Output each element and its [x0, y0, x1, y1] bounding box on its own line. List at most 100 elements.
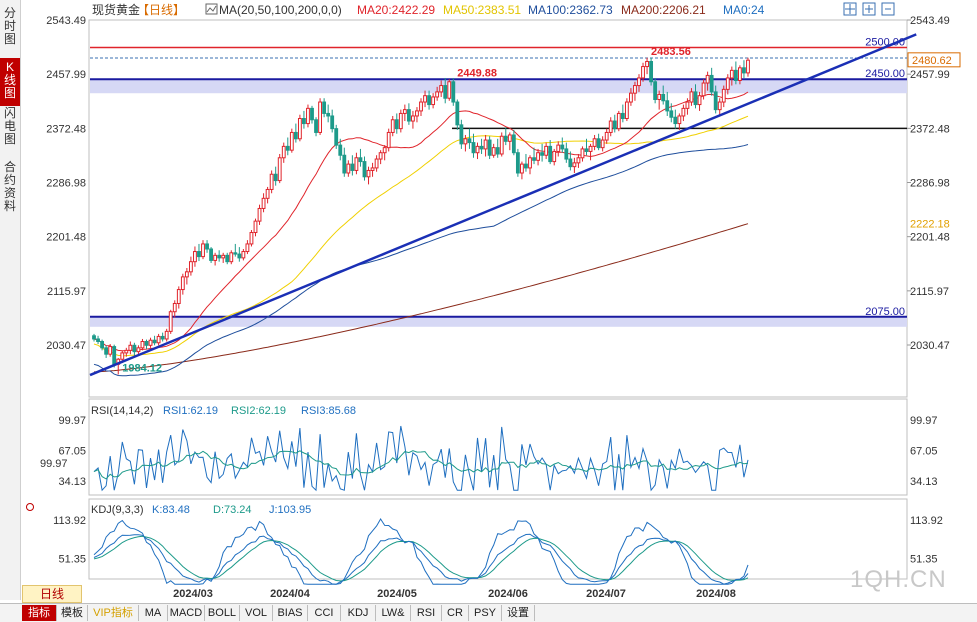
- candle-body-78: [406, 109, 411, 122]
- kdj-pane: [88, 498, 908, 580]
- rsi-y-right-2: 34.13: [910, 476, 938, 488]
- crosshair-icon[interactable]: [843, 2, 857, 16]
- price-layer: 2500.00 2450.00 2075.00 2483.56 2449.88 1984.…: [89, 33, 917, 377]
- candle-body-136: [641, 66, 645, 79]
- candle-body-69: [370, 167, 375, 171]
- toolbar-icons[interactable]: [843, 2, 895, 16]
- candle-body-121: [580, 148, 585, 159]
- y-tick-right-4: 2201.48: [910, 232, 950, 244]
- candle-body-27: [201, 243, 205, 258]
- y-tick-left-1: 2457.99: [46, 69, 86, 81]
- candle-body-12: [140, 340, 145, 349]
- candle-body-3: [104, 347, 109, 355]
- bottom-tab-2[interactable]: VIP指标: [88, 605, 139, 621]
- candle-body-116: [560, 144, 565, 150]
- candle-body-89: [451, 81, 456, 103]
- bottom-tab-3[interactable]: MA: [139, 605, 168, 621]
- candle-body-54: [310, 107, 314, 121]
- bottom-tab-7[interactable]: BIAS: [273, 605, 308, 621]
- candle-body-20: [172, 302, 177, 313]
- candle-body-10: [132, 344, 137, 353]
- watermark: 1QH.CN: [850, 566, 947, 593]
- candle-body-93: [467, 138, 472, 144]
- instrument-name: 现货黄金: [92, 2, 140, 17]
- candle-body-120: [576, 157, 581, 164]
- candle-body-39: [249, 232, 254, 245]
- candle-body-9: [128, 344, 133, 351]
- candle-body-158: [729, 69, 734, 79]
- bottom-tab-1[interactable]: 模板: [57, 605, 88, 621]
- candle-body-159: [733, 69, 738, 81]
- left-tab-3[interactable]: 合约资料: [3, 160, 16, 213]
- candle-body-4: [108, 346, 113, 355]
- candle-body-36: [237, 253, 242, 259]
- candle-body-0: [92, 335, 96, 340]
- bottom-tab-14[interactable]: 设置: [502, 605, 535, 621]
- candle-body-123: [588, 145, 593, 152]
- rsi-y-left-2: 34.13: [58, 476, 86, 488]
- zoom-out-icon[interactable]: [881, 2, 895, 16]
- candle-body-126: [600, 139, 605, 149]
- candle-body-124: [592, 138, 597, 147]
- left-tab-0[interactable]: 分时图: [3, 6, 16, 46]
- rsi-y-right-1: 67.05: [910, 445, 938, 457]
- bottom-tab-13[interactable]: PSY: [469, 605, 502, 621]
- x-tick-1: 2024/04: [270, 588, 311, 600]
- candle-body-44: [269, 173, 274, 190]
- bottom-tab-8[interactable]: CCI: [308, 605, 341, 621]
- x-tick-5: 2024/08: [696, 588, 736, 600]
- candle-body-106: [520, 163, 524, 174]
- candle-body-1: [96, 338, 100, 342]
- indicator-icon[interactable]: [205, 3, 218, 15]
- x-tick-0: 2024/03: [173, 588, 213, 600]
- period-selector[interactable]: 【日线】: [137, 3, 185, 17]
- settings-gear-icon[interactable]: [26, 503, 34, 511]
- candle-body-122: [584, 148, 589, 152]
- bottom-tab-4[interactable]: MACD: [168, 605, 205, 621]
- kdj-y-left-1: 51.35: [58, 554, 86, 566]
- rsi2-line: [93, 450, 749, 480]
- ma200-value: MA200:2206.21: [621, 3, 706, 17]
- bottom-tab-12[interactable]: CR: [442, 605, 469, 621]
- bottom-tab-10[interactable]: LW&: [376, 605, 411, 621]
- annotation-2: 1984.12: [122, 362, 162, 374]
- candle-body-70: [374, 158, 379, 169]
- bottom-tab-9[interactable]: KDJ: [341, 605, 376, 621]
- candle-body-75: [394, 119, 399, 130]
- bottom-tab-5[interactable]: BOLL: [205, 605, 240, 621]
- candle-body-68: [366, 169, 371, 178]
- candle-body-103: [507, 134, 512, 142]
- candle-body-155: [717, 101, 722, 111]
- candle-body-50: [293, 131, 298, 140]
- annotation-1: 2449.88: [457, 67, 497, 79]
- candle-body-86: [439, 85, 444, 93]
- left-tab-2[interactable]: 闪电图: [3, 106, 16, 146]
- level-label-0: 2500.00: [865, 37, 905, 49]
- y-tick-left-2: 2372.48: [46, 123, 86, 135]
- candle-body-60: [334, 128, 339, 146]
- candle-body-131: [620, 112, 625, 120]
- y-tick-right-5: 2115.97: [910, 286, 949, 298]
- candle-body-115: [556, 144, 561, 152]
- kdj-params: KDJ(9,3,3): [91, 504, 144, 516]
- rsi-y-99: 99.97: [40, 458, 68, 470]
- rsi-params: RSI(14,14,2): [91, 405, 153, 417]
- rsi-y-left-1: 67.05: [58, 445, 86, 457]
- bottom-tab-6[interactable]: VOL: [240, 605, 273, 621]
- y-tick-left-0: 2543.49: [46, 15, 86, 27]
- bottom-tab-11[interactable]: RSI: [411, 605, 442, 621]
- candle-body-53: [306, 107, 310, 125]
- bottom-tab-0[interactable]: 指标: [22, 605, 57, 621]
- candle-body-57: [322, 101, 327, 114]
- kdj-y-left-0: 113.92: [53, 515, 86, 527]
- candle-body-127: [604, 131, 609, 141]
- candle-body-104: [511, 134, 516, 154]
- ma100-value: MA100:2362.73: [528, 3, 613, 17]
- current-price-box: [907, 52, 961, 68]
- candle-body-141: [661, 93, 666, 102]
- zoom-in-icon[interactable]: [862, 2, 876, 16]
- ma20-value: MA20:2422.29: [357, 3, 435, 17]
- kdj-y-right-1: 51.35: [910, 554, 938, 566]
- period-tab[interactable]: 日线: [22, 585, 82, 603]
